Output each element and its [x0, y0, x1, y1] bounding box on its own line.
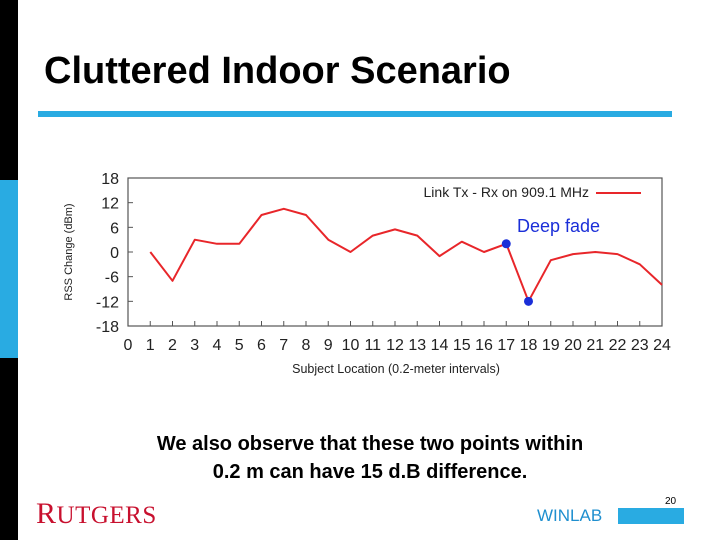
page-number: 20: [665, 496, 677, 507]
highlight-markers: [501, 239, 533, 306]
x-tick-label: 19: [542, 337, 560, 354]
rutgers-logo: RUTGERS: [36, 497, 157, 531]
legend-label: Link Tx - Rx on 909.1 MHz: [424, 184, 589, 200]
plot-frame: [127, 177, 663, 327]
logo-initial: R: [36, 497, 57, 530]
y-tick-label: 12: [101, 196, 119, 213]
x-tick-label: 14: [431, 337, 449, 354]
x-tick-label: 0: [124, 337, 133, 354]
y-tick-label: 18: [101, 171, 119, 188]
x-tick-label: 10: [342, 337, 360, 354]
x-tick-label: 18: [520, 337, 538, 354]
caption-line-2: 0.2 m can have 15 d.B difference.: [212, 461, 528, 483]
y-axis-label: RSS Change (dBm): [63, 203, 75, 300]
y-tick-label: -18: [96, 319, 119, 336]
x-tick-label: 8: [302, 337, 311, 354]
y-tick-label: -12: [96, 294, 119, 311]
x-tick-label: 22: [609, 337, 627, 354]
series-layer: [149, 207, 663, 303]
y-tick-label: 6: [110, 220, 119, 237]
x-tick-label: 12: [386, 337, 404, 354]
winlab-bar: [618, 508, 684, 524]
deep-fade-annotation: Deep fade: [517, 216, 600, 236]
x-tick-label: 4: [213, 337, 222, 354]
x-tick-label: 20: [564, 337, 582, 354]
x-tick-label: 21: [586, 337, 604, 354]
slide-title: Cluttered Indoor Scenario: [44, 50, 511, 92]
winlab-label: WINLAB: [537, 506, 603, 525]
y-ticks: 18 12 6 0 -6 -12 -18: [96, 171, 133, 336]
rss-line-chart: RSS Change (dBm) Subject Location (0.2-m…: [63, 171, 671, 376]
x-axis-label: Subject Location (0.2-meter intervals): [292, 362, 500, 376]
logo-rest: UTGERS: [56, 502, 157, 529]
caption: We also observe that these two points wi…: [60, 430, 680, 486]
x-tick-label: 9: [324, 337, 333, 354]
x-tick-label: 1: [146, 337, 155, 354]
y-tick-label: 0: [110, 245, 119, 262]
x-tick-label: 17: [497, 337, 515, 354]
x-tick-label: 11: [364, 337, 381, 354]
x-tick-label: 5: [235, 337, 244, 354]
x-tick-label: 3: [190, 337, 199, 354]
y-tick-label: -6: [105, 270, 119, 287]
highlight-point: [501, 239, 511, 249]
x-tick-label: 13: [408, 337, 426, 354]
x-tick-label: 15: [453, 337, 471, 354]
x-tick-label: 6: [257, 337, 266, 354]
highlight-point: [524, 296, 533, 306]
title-underline: [38, 111, 672, 117]
x-tick-label: 2: [168, 337, 177, 354]
x-tick-label: 24: [653, 337, 671, 354]
caption-line-1: We also observe that these two points wi…: [156, 433, 584, 455]
series-line: [149, 207, 663, 303]
x-ticks: 0 1 2 3 4 5 6 7 8 9 10 11 12 13 14 15 16 17 18 19 20 21 22 23 24: [124, 321, 671, 354]
left-accent-bar: [0, 180, 18, 358]
x-tick-label: 16: [475, 337, 493, 354]
x-tick-label: 7: [279, 337, 288, 354]
x-tick-label: 23: [631, 337, 649, 354]
